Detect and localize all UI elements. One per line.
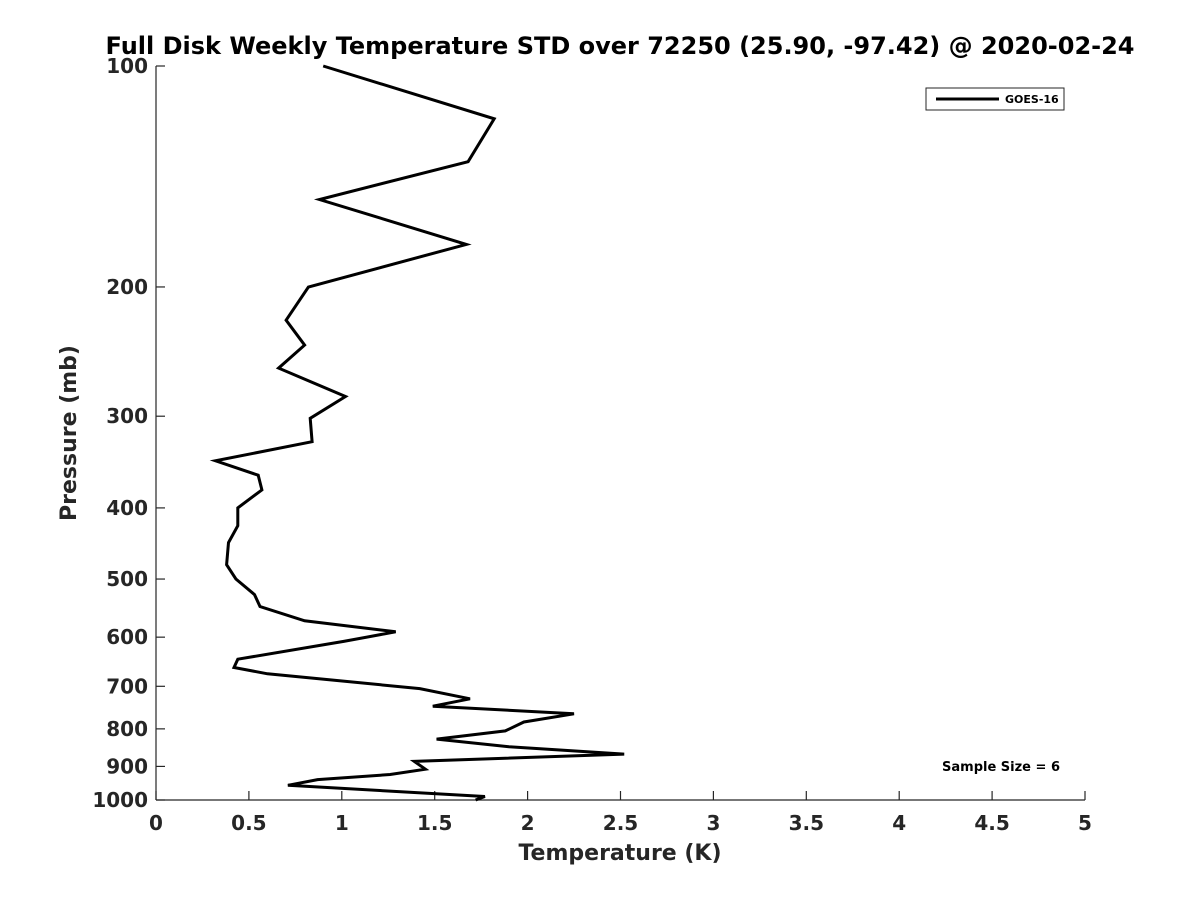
series-group <box>209 64 625 802</box>
x-tick-label: 3 <box>706 811 720 835</box>
y-tick-label: 900 <box>106 754 148 778</box>
y-tick-label: 700 <box>106 674 148 698</box>
x-tick-label: 4.5 <box>974 811 1009 835</box>
x-axis-ticks: 0 0.5 1 1.5 2 2.5 3 3.5 4 4.5 5 <box>149 791 1092 835</box>
x-tick-label: 2.5 <box>603 811 638 835</box>
x-tick-label: 1.5 <box>417 811 452 835</box>
x-axis-label: Temperature (K) <box>518 841 721 866</box>
y-tick-label: 200 <box>106 275 148 299</box>
x-tick-label: 5 <box>1078 811 1092 835</box>
sample-size-annotation: Sample Size = 6 <box>942 760 1060 775</box>
y-tick-label: 800 <box>106 717 148 741</box>
x-tick-label: 1 <box>335 811 349 835</box>
y-axis-ticks: 100 200 300 400 500 600 700 800 900 1000 <box>92 54 165 812</box>
legend-label: GOES-16 <box>1005 93 1059 106</box>
y-tick-label: 400 <box>106 496 148 520</box>
y-tick-label: 300 <box>106 404 148 428</box>
legend: GOES-16 <box>925 87 1065 111</box>
x-tick-label: 2 <box>521 811 535 835</box>
x-tick-label: 3.5 <box>789 811 824 835</box>
chart-title: Full Disk Weekly Temperature STD over 72… <box>106 32 1135 60</box>
series-line-goes-16 <box>209 64 625 802</box>
x-tick-label: 0.5 <box>231 811 266 835</box>
y-axis-label: Pressure (mb) <box>57 345 82 521</box>
x-tick-label: 0 <box>149 811 163 835</box>
y-tick-label: 600 <box>106 625 148 649</box>
y-tick-label: 1000 <box>92 788 148 812</box>
x-tick-label: 4 <box>892 811 906 835</box>
plot-frame <box>155 66 1085 801</box>
y-tick-label: 100 <box>106 54 148 78</box>
y-tick-label: 500 <box>106 567 148 591</box>
